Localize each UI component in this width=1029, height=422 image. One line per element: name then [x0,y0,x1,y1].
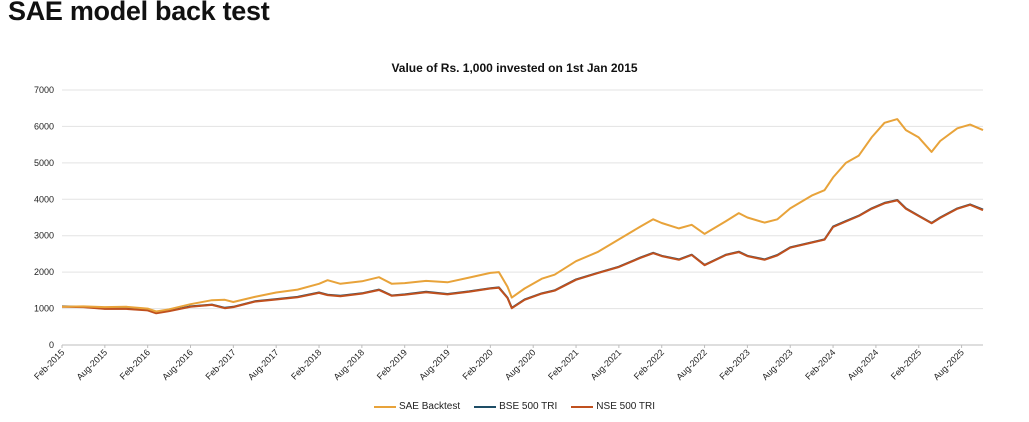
legend-item-nse[interactable]: NSE 500 TRI [571,401,655,412]
x-tick-label: Feb-2024 [803,347,837,381]
y-axis-ticks: 0 1000 2000 3000 4000 5000 6000 7000 [34,85,54,350]
x-tick-label: Aug-2025 [931,347,966,382]
y-tick-label: 2000 [34,267,54,277]
x-axis-ticks: Feb-2015 Aug-2015 Feb-2016 Aug-2016 Feb-2017… [32,345,966,382]
x-tick-label: Aug-2018 [332,347,367,382]
legend-swatch-sae [373,405,396,408]
series-line-sae-backtest [61,118,984,313]
y-tick-label: 0 [49,340,54,350]
legend-label-bse: BSE 500 TRI [499,401,558,412]
legend: SAE Backtest BSE 500 TRI NSE 500 TRI [0,401,1029,412]
y-tick-label: 5000 [34,158,54,168]
x-tick-label: Feb-2020 [460,347,494,381]
x-tick-label: Feb-2016 [118,347,152,381]
y-tick-label: 7000 [34,85,54,95]
x-tick-label: Aug-2016 [160,347,195,382]
x-tick-label: Feb-2025 [889,347,923,381]
y-tick-label: 1000 [34,304,54,314]
x-tick-label: Aug-2023 [760,347,795,382]
series-line-bse-500-tri [61,199,984,314]
x-tick-label: Aug-2015 [75,347,110,382]
x-tick-label: Aug-2024 [846,347,881,382]
x-tick-label: Feb-2018 [289,347,323,381]
x-tick-label: Feb-2022 [632,347,666,381]
legend-item-bse[interactable]: BSE 500 TRI [474,401,557,412]
line-chart: 0 1000 2000 3000 4000 5000 6000 7000 Feb-2015 Au… [32,85,984,382]
series-lines [61,118,984,315]
y-tick-label: 4000 [34,194,54,204]
legend-swatch-nse [571,405,594,408]
legend-swatch-bse [474,405,497,408]
legend-label-sae: SAE Backtest [398,401,461,412]
x-tick-label: Feb-2023 [717,347,751,381]
page-title: SAE model back test [8,0,270,26]
x-tick-label: Aug-2022 [674,347,709,382]
x-tick-label: Feb-2019 [375,347,409,381]
series-line-nse-500-tri [61,199,984,315]
legend-item-sae[interactable]: SAE Backtest [373,401,461,412]
chart-title: Value of Rs. 1,000 invested on 1st Jan 2… [391,61,638,75]
y-tick-label: 3000 [34,231,54,241]
x-tick-label: Aug-2021 [589,347,624,382]
x-tick-label: Feb-2015 [32,347,66,381]
x-tick-label: Aug-2019 [417,347,452,382]
legend-label-nse: NSE 500 TRI [596,401,656,412]
gridlines [62,89,983,346]
x-tick-label: Aug-2020 [503,347,538,382]
x-tick-label: Feb-2021 [546,347,580,381]
x-tick-label: Feb-2017 [203,347,237,381]
y-tick-label: 6000 [34,121,54,131]
x-tick-label: Aug-2017 [246,347,281,382]
